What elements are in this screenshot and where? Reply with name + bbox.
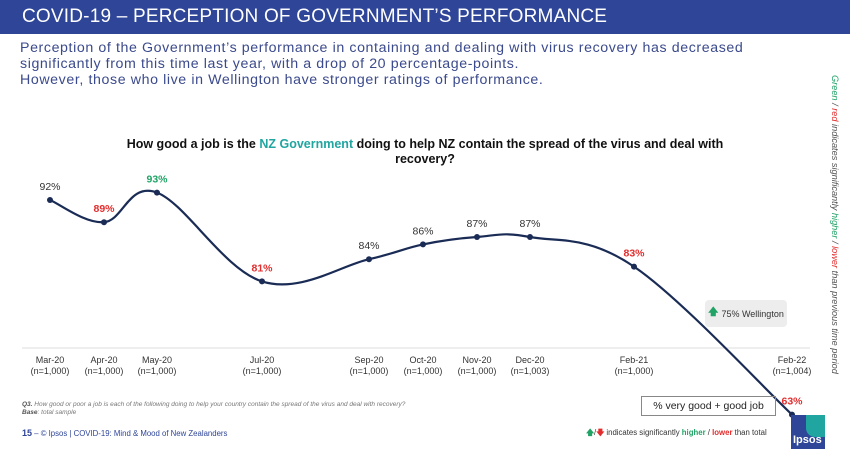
intro-line-1: Perception of the Government’s performan… <box>20 40 744 56</box>
data-points <box>47 189 795 418</box>
value-label-jul-20: 81% <box>251 262 273 274</box>
value-label-feb-22: 63% <box>781 396 803 408</box>
wellington-text: 75% Wellington <box>721 308 784 319</box>
series-line <box>49 189 793 416</box>
x-tick-label-may-20: May-20 <box>142 355 172 365</box>
footer: 15 – © Ipsos | COVID-19: Mind & Mood of … <box>22 428 227 438</box>
question-post: doing to help NZ contain the spread of t… <box>353 137 724 166</box>
data-point-jul-20 <box>259 278 265 285</box>
legend-slash: / <box>594 428 597 437</box>
footnote-base: Base: total sample <box>22 409 405 417</box>
value-labels: 92% 89% 93% 81% 84% 86% 87% 87% 83% 63% <box>39 174 803 408</box>
value-label-may-20: 93% <box>146 174 168 186</box>
intro-text: Perception of the Government’s performan… <box>20 40 800 88</box>
sample-size-label-dec-20: (n=1,003) <box>511 366 550 376</box>
value-label-mar-20: 92% <box>39 181 60 193</box>
question-highlight: NZ Government <box>259 137 354 151</box>
slide-title: COVID-19 – PERCEPTION OF GOVERNMENT’S PE… <box>22 6 608 27</box>
data-point-apr-20 <box>101 219 107 226</box>
sample-size-label-oct-20: (n=1,000) <box>404 366 443 376</box>
legend-pre: indicates significantly <box>604 428 682 437</box>
data-point-oct-20 <box>420 241 426 248</box>
title-bar: COVID-19 – PERCEPTION OF GOVERNMENT’S PE… <box>0 0 850 34</box>
data-point-sep-20 <box>366 256 372 263</box>
footnote-question: Q3. How good or poor a job is each of th… <box>22 401 405 409</box>
legend-post: than total <box>732 428 767 437</box>
question-pre: How good a job is the <box>126 137 260 151</box>
up-arrow-icon: 🡅 <box>708 307 719 318</box>
value-label-dec-20: 87% <box>519 218 540 230</box>
x-tick-label-jul-20: Jul-20 <box>250 355 275 365</box>
sample-size-label-sep-20: (n=1,000) <box>350 366 389 376</box>
sample-size-label-feb-21: (n=1,000) <box>615 366 654 376</box>
x-tick-labels: Mar-20(n=1,000)Apr-20(n=1,000)May-20(n=1… <box>31 355 812 376</box>
down-arrow-icon: 🡇 <box>596 428 605 437</box>
logo-teal-shape <box>806 415 825 437</box>
data-point-feb-21 <box>631 263 637 270</box>
legend-sep: / <box>705 428 713 437</box>
data-point-nov-20 <box>474 234 480 240</box>
value-label-oct-20: 86% <box>412 225 433 237</box>
data-point-may-20 <box>154 189 160 196</box>
legend-lower: lower <box>712 428 733 437</box>
intro-line-3: However, those who live in Wellington ha… <box>20 72 544 88</box>
value-label-apr-20: 89% <box>93 203 115 215</box>
sample-size-label-mar-20: (n=1,000) <box>31 366 70 376</box>
data-point-mar-20 <box>47 197 53 203</box>
footnote-q-text: How good or poor a job is each of the fo… <box>32 401 406 408</box>
measure-legend: % very good + good job <box>641 396 776 416</box>
x-tick-label-feb-21: Feb-21 <box>620 355 649 365</box>
up-arrow-icon: 🡅 <box>586 428 595 437</box>
x-tick-label-mar-20: Mar-20 <box>36 355 65 365</box>
x-tick-label-sep-20: Sep-20 <box>354 355 383 365</box>
sample-size-label-apr-20: (n=1,000) <box>85 366 124 376</box>
intro-line-2: significantly from this time last year, … <box>20 56 520 72</box>
logo-text: Ipsos <box>793 434 822 446</box>
sample-size-label-nov-20: (n=1,000) <box>458 366 497 376</box>
chart-title: How good a job is the NZ Government doin… <box>100 137 750 167</box>
sample-size-label-feb-22: (n=1,004) <box>773 366 812 376</box>
value-label-feb-21: 83% <box>623 248 645 260</box>
legend-higher: higher <box>681 428 706 437</box>
x-tick-label-nov-20: Nov-20 <box>462 355 491 365</box>
footer-dash: – <box>32 429 41 438</box>
footnote-base-text: : total sample <box>37 409 77 416</box>
significance-legend: 🡅/🡇 indicates significantly higher / low… <box>586 427 767 440</box>
data-point-dec-20 <box>527 234 533 240</box>
value-label-nov-20: 87% <box>466 218 487 230</box>
x-tick-label-feb-22: Feb-22 <box>778 355 807 365</box>
ipsos-logo: Ipsos <box>791 415 825 449</box>
footer-text: © Ipsos | COVID-19: Mind & Mood of New Z… <box>40 429 228 438</box>
value-label-sep-20: 84% <box>358 240 379 252</box>
footnote-q-label: Q3. <box>22 401 33 408</box>
x-tick-label-oct-20: Oct-20 <box>409 355 436 365</box>
sample-size-label-may-20: (n=1,000) <box>138 366 177 376</box>
footnote-base-label: Base <box>22 409 38 416</box>
sample-size-label-jul-20: (n=1,000) <box>243 366 282 376</box>
wellington-callout: 🡅 75% Wellington <box>705 300 787 327</box>
x-tick-label-apr-20: Apr-20 <box>90 355 117 365</box>
page-number: 15 <box>22 428 33 438</box>
footnote: Q3. How good or poor a job is each of th… <box>22 401 405 417</box>
x-tick-label-dec-20: Dec-20 <box>515 355 544 365</box>
